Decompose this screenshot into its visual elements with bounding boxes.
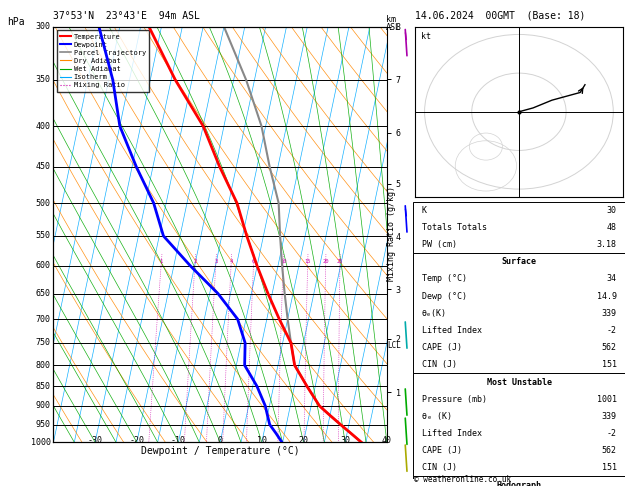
Text: 339: 339 <box>602 412 617 421</box>
Text: 339: 339 <box>602 309 617 318</box>
Text: km: km <box>386 15 396 24</box>
Text: 350: 350 <box>36 75 51 85</box>
Text: CIN (J): CIN (J) <box>421 464 457 472</box>
Bar <box>413 476 625 486</box>
Text: 30: 30 <box>607 206 617 215</box>
Text: kt: kt <box>421 32 431 41</box>
Text: 300: 300 <box>36 22 51 31</box>
Text: 450: 450 <box>36 162 51 171</box>
Text: 900: 900 <box>36 401 51 410</box>
Text: Lifted Index: Lifted Index <box>421 429 482 438</box>
Text: 562: 562 <box>602 343 617 352</box>
Text: 562: 562 <box>602 446 617 455</box>
Text: Totals Totals: Totals Totals <box>421 223 487 232</box>
Text: -30: -30 <box>87 435 103 445</box>
Text: 151: 151 <box>602 360 617 369</box>
Bar <box>413 373 625 476</box>
Text: 34: 34 <box>607 275 617 283</box>
Text: 650: 650 <box>36 289 51 298</box>
Text: Surface: Surface <box>502 257 537 266</box>
Text: 600: 600 <box>36 261 51 270</box>
Text: 6: 6 <box>252 259 255 264</box>
Text: Hodograph: Hodograph <box>497 481 542 486</box>
Text: 850: 850 <box>36 382 51 391</box>
Text: θₑ(K): θₑ(K) <box>421 309 447 318</box>
Text: 4: 4 <box>230 259 233 264</box>
Text: 151: 151 <box>602 464 617 472</box>
Text: 400: 400 <box>36 122 51 131</box>
Text: 30: 30 <box>340 435 350 445</box>
Text: 14.06.2024  00GMT  (Base: 18): 14.06.2024 00GMT (Base: 18) <box>415 11 586 21</box>
Text: Dewp (°C): Dewp (°C) <box>421 292 467 301</box>
Text: 14.9: 14.9 <box>597 292 617 301</box>
Text: Lifted Index: Lifted Index <box>421 326 482 335</box>
Bar <box>413 202 625 253</box>
Text: 40: 40 <box>382 435 392 445</box>
Text: CAPE (J): CAPE (J) <box>421 446 462 455</box>
Text: 800: 800 <box>36 361 51 370</box>
Text: 500: 500 <box>36 199 51 208</box>
Text: 20: 20 <box>323 259 329 264</box>
Text: -20: -20 <box>130 435 144 445</box>
Text: 10: 10 <box>280 259 286 264</box>
Text: 2: 2 <box>193 259 196 264</box>
Text: 1000: 1000 <box>31 438 51 447</box>
Text: CAPE (J): CAPE (J) <box>421 343 462 352</box>
Text: 0: 0 <box>218 435 223 445</box>
Text: 37°53'N  23°43'E  94m ASL: 37°53'N 23°43'E 94m ASL <box>53 11 201 21</box>
Text: 10: 10 <box>257 435 267 445</box>
Text: LCL: LCL <box>387 341 401 350</box>
Text: 550: 550 <box>36 231 51 241</box>
Text: 700: 700 <box>36 314 51 324</box>
Text: -10: -10 <box>171 435 186 445</box>
X-axis label: Dewpoint / Temperature (°C): Dewpoint / Temperature (°C) <box>141 447 299 456</box>
Text: © weatheronline.co.uk: © weatheronline.co.uk <box>414 474 511 484</box>
Text: 1001: 1001 <box>597 395 617 404</box>
Text: K: K <box>421 206 426 215</box>
Text: 950: 950 <box>36 420 51 429</box>
Text: 3.18: 3.18 <box>597 240 617 249</box>
Text: ASL: ASL <box>386 23 401 33</box>
Text: hPa: hPa <box>8 17 25 27</box>
Text: Mixing Ratio (g/kg): Mixing Ratio (g/kg) <box>387 186 396 281</box>
Text: 20: 20 <box>299 435 308 445</box>
Text: Pressure (mb): Pressure (mb) <box>421 395 487 404</box>
Text: CIN (J): CIN (J) <box>421 360 457 369</box>
Text: Temp (°C): Temp (°C) <box>421 275 467 283</box>
Text: -2: -2 <box>607 429 617 438</box>
Text: θₑ (K): θₑ (K) <box>421 412 452 421</box>
Bar <box>413 253 625 373</box>
Text: -2: -2 <box>607 326 617 335</box>
Text: 15: 15 <box>304 259 311 264</box>
Text: 48: 48 <box>607 223 617 232</box>
Text: 1: 1 <box>160 259 163 264</box>
Text: 3: 3 <box>214 259 218 264</box>
Text: Most Unstable: Most Unstable <box>487 378 552 386</box>
Text: 25: 25 <box>337 259 343 264</box>
Legend: Temperature, Dewpoint, Parcel Trajectory, Dry Adiabat, Wet Adiabat, Isotherm, Mi: Temperature, Dewpoint, Parcel Trajectory… <box>57 30 149 92</box>
Text: 750: 750 <box>36 338 51 347</box>
Text: PW (cm): PW (cm) <box>421 240 457 249</box>
